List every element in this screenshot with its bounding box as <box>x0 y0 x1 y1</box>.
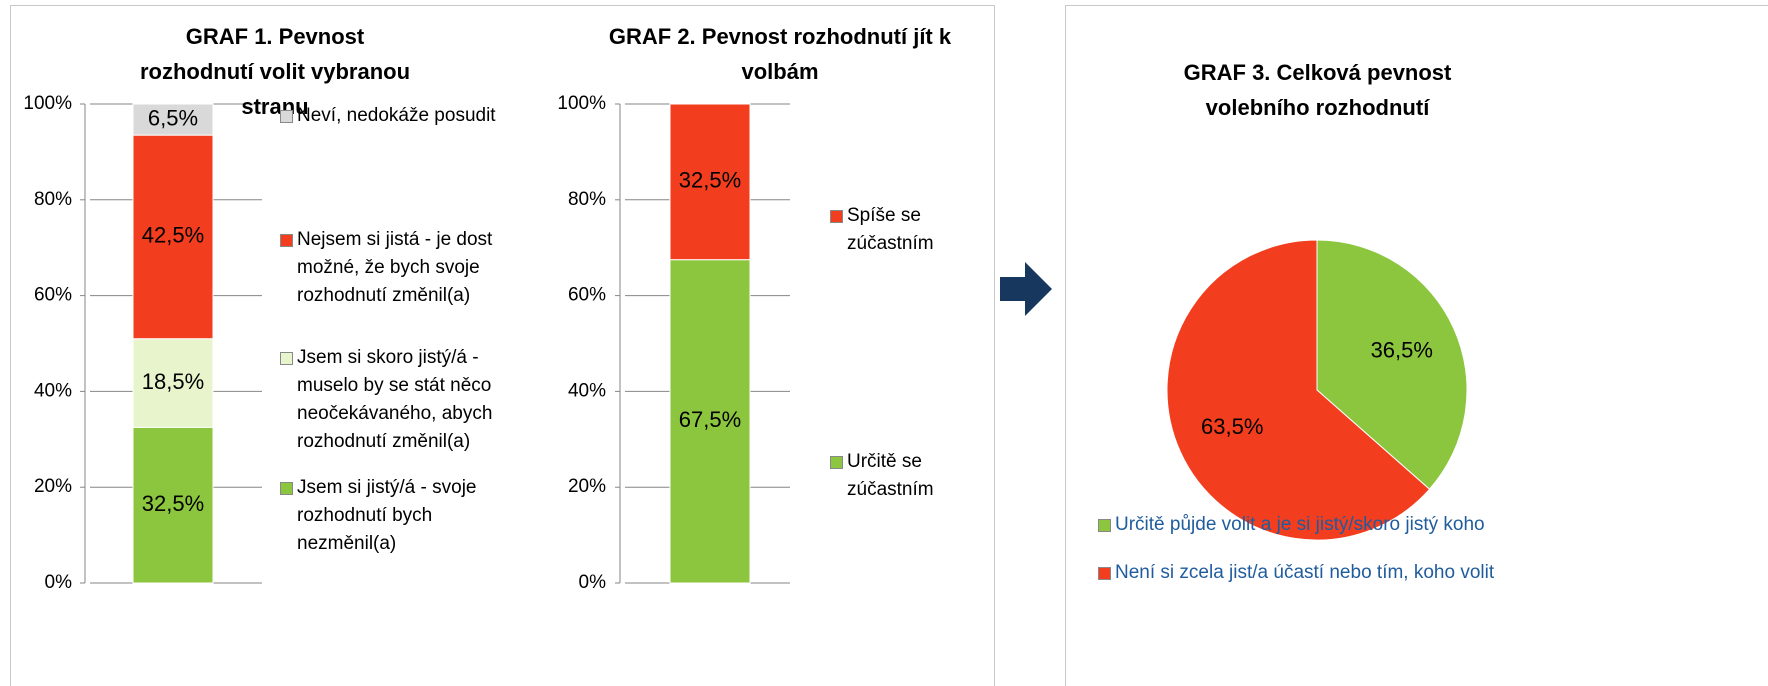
legend-label: Určitě půjde volit a je si jistý/skoro j… <box>1115 514 1485 535</box>
legend-item: Určitě se zúčastním <box>830 448 960 504</box>
value-label: 67,5% <box>679 407 741 432</box>
y-tick-label: 60% <box>34 285 72 306</box>
legend-swatch <box>280 482 293 495</box>
legend-item: Jsem si skoro jistý/á - muselo by se stá… <box>280 344 530 456</box>
legend-label: Není si zcela jist/a účastí nebo tím, ko… <box>1115 562 1495 583</box>
legend-swatch <box>830 210 843 223</box>
legend-swatch <box>280 234 293 247</box>
legend-label: Neví, nedokáže posudit <box>297 105 496 126</box>
legend-swatch <box>280 352 293 365</box>
panel <box>10 5 995 686</box>
panel <box>1065 5 1768 686</box>
legend-label: Nejsem si jistá - je dost možné, že bych… <box>297 229 493 306</box>
bar-segment <box>132 134 214 340</box>
y-tick-label: 40% <box>568 380 606 401</box>
value-label: 18,5% <box>142 369 204 394</box>
bar-segment <box>132 103 214 136</box>
value-label: 32,5% <box>679 168 741 193</box>
legend-item: Nejsem si jistá - je dost možné, že bych… <box>280 226 530 310</box>
value-label: 32,5% <box>142 491 204 516</box>
chart-title: GRAF 2. Pevnost rozhodnutí jít k volbám <box>608 24 952 84</box>
value-label: 63,5% <box>1201 414 1263 439</box>
bar-segment <box>669 103 751 261</box>
legend-item: Spíše se zúčastním <box>830 202 960 258</box>
y-tick-label: 100% <box>557 93 606 114</box>
bar-segment <box>669 259 751 584</box>
arrow <box>1000 262 1052 316</box>
y-tick-label: 20% <box>34 476 72 497</box>
chart-title: GRAF 1. Pevnost rozhodnutí volit vybrano… <box>139 24 411 119</box>
y-tick-label: 100% <box>23 93 72 114</box>
pie-slice <box>1316 239 1468 490</box>
chart-title: GRAF 3. Celková pevnost volebního rozhod… <box>1183 60 1452 120</box>
legend-item: Jsem si jistý/á - svoje rozhodnutí bych … <box>280 474 530 558</box>
y-tick-label: 80% <box>34 189 72 210</box>
value-label: 6,5% <box>148 105 198 130</box>
y-tick-label: 80% <box>568 189 606 210</box>
legend-label: Jsem si jistý/á - svoje rozhodnutí bych … <box>297 477 477 554</box>
legend-swatch <box>280 110 293 123</box>
legend-label: Určitě se zúčastním <box>847 451 934 500</box>
legend-swatch <box>1098 519 1111 532</box>
y-tick-label: 0% <box>579 572 607 593</box>
legend-swatch <box>830 456 843 469</box>
legend-item: Není si zcela jist/a účastí nebo tím, ko… <box>1098 559 1568 587</box>
legend-item: Určitě půjde volit a je si jistý/skoro j… <box>1098 511 1568 539</box>
y-tick-label: 20% <box>568 476 606 497</box>
y-tick-label: 60% <box>568 285 606 306</box>
legend-label: Spíše se zúčastním <box>847 205 934 254</box>
pie-slice <box>1166 239 1431 541</box>
legend-swatch <box>1098 567 1111 580</box>
y-tick-label: 40% <box>34 380 72 401</box>
value-label: 42,5% <box>142 223 204 248</box>
legend-item: Neví, nedokáže posudit <box>280 102 530 130</box>
legend-label: Jsem si skoro jistý/á - muselo by se stá… <box>297 347 493 452</box>
y-tick-label: 0% <box>45 572 73 593</box>
value-label: 36,5% <box>1371 338 1433 363</box>
bar-segment <box>132 338 214 428</box>
